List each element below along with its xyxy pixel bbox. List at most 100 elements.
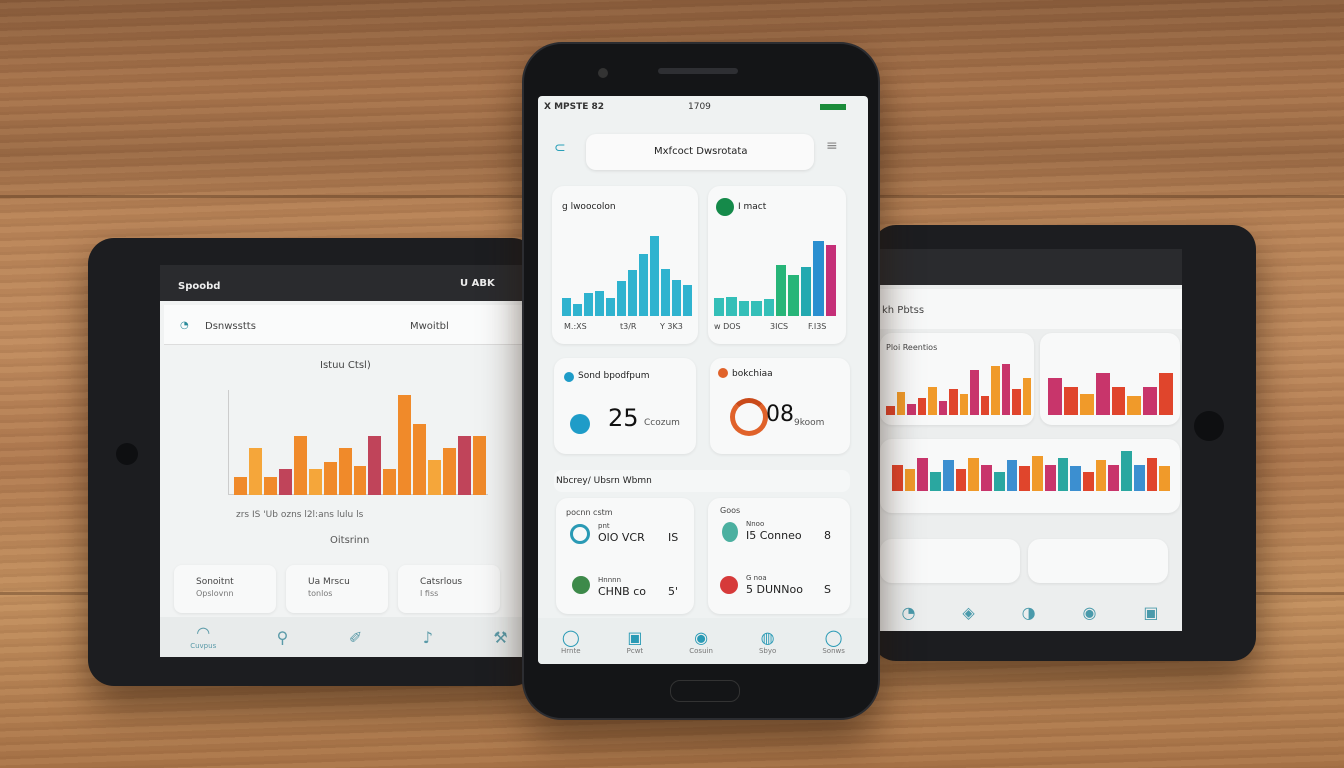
summary-tile[interactable] bbox=[286, 565, 388, 613]
summary-tile[interactable] bbox=[398, 565, 500, 613]
item-value: 5' bbox=[668, 585, 679, 598]
nav-item-1[interactable]: ▣ Pcwt bbox=[627, 628, 644, 655]
nav-people-icon[interactable]: ⚲ bbox=[276, 627, 289, 647]
bar bbox=[825, 244, 837, 316]
app-title: Spoobd bbox=[178, 281, 221, 292]
bar bbox=[886, 405, 895, 415]
status-dot-icon bbox=[716, 198, 734, 216]
x-label: Y 3K3 bbox=[660, 322, 683, 331]
bar bbox=[1032, 455, 1043, 491]
bar bbox=[639, 254, 648, 316]
back-icon[interactable]: ⊂ bbox=[554, 140, 566, 156]
nav-icon[interactable]: ◉ bbox=[1082, 603, 1097, 622]
stat-value: 08 bbox=[766, 402, 794, 427]
item-name[interactable]: CHNB co bbox=[598, 585, 647, 598]
nav-item-2[interactable]: ◉ Cosuin bbox=[689, 628, 713, 655]
bar-chart-1 bbox=[562, 236, 692, 316]
bar bbox=[751, 301, 762, 316]
stat-card-1[interactable] bbox=[554, 358, 696, 454]
title-bar bbox=[586, 134, 814, 170]
bar bbox=[628, 269, 637, 316]
bar bbox=[683, 285, 692, 316]
bar bbox=[1019, 466, 1031, 491]
bar bbox=[1001, 363, 1010, 415]
item-name[interactable]: OlO VCR bbox=[598, 531, 645, 544]
bar bbox=[714, 298, 725, 316]
gauge-icon bbox=[730, 398, 768, 436]
stat-title: Sond bpodfpum bbox=[578, 371, 650, 381]
bar bbox=[993, 471, 1005, 491]
bar bbox=[1006, 460, 1018, 491]
bar bbox=[1121, 451, 1132, 491]
card-title: Ploi Reentios bbox=[886, 343, 938, 352]
item-name[interactable]: I5 Conneo bbox=[746, 529, 802, 542]
nav-bell-icon[interactable]: ♪ bbox=[422, 627, 433, 647]
right-tablet: kh Pbtss Ploi Reentios ◔ ◈ ◑ ◉ ▣ bbox=[872, 225, 1256, 661]
stat-icon bbox=[718, 368, 728, 378]
stat-value: 25 bbox=[608, 404, 639, 432]
item-value: IS bbox=[668, 531, 679, 544]
tile-sub: tonlos bbox=[308, 589, 333, 598]
x-label: 3ICS bbox=[770, 322, 789, 331]
bar bbox=[1083, 471, 1094, 491]
nav-item-3[interactable]: ◍ Sbyo bbox=[759, 628, 776, 655]
home-button[interactable] bbox=[1194, 411, 1224, 441]
chart-card-1[interactable] bbox=[552, 186, 698, 344]
nav-label: Cosuin bbox=[689, 646, 713, 655]
status-icons: U ABK bbox=[460, 278, 495, 289]
menu-icon[interactable]: ≡ bbox=[826, 138, 838, 154]
nav-chart-icon[interactable]: ✐ bbox=[348, 627, 363, 647]
bar bbox=[1048, 377, 1062, 415]
section-title: Nbcrey/ Ubsrn Wbmn bbox=[556, 476, 652, 486]
nav-icon: ◯ bbox=[561, 627, 580, 647]
bar bbox=[278, 469, 292, 495]
bar-chart bbox=[892, 447, 1171, 491]
nav-item-0[interactable]: ◯ Hrnte bbox=[561, 628, 581, 655]
nav-item-home[interactable]: ◠ Cuvpus bbox=[190, 624, 216, 650]
stat-icon bbox=[564, 372, 574, 382]
bar bbox=[573, 303, 582, 316]
tile-title: Ua Mrscu bbox=[308, 577, 350, 587]
home-button[interactable] bbox=[116, 443, 138, 465]
bar bbox=[970, 370, 979, 415]
bar bbox=[1146, 457, 1158, 491]
item-sub: G noa bbox=[746, 574, 767, 582]
bar bbox=[1133, 464, 1145, 491]
bar bbox=[1044, 464, 1056, 491]
bar bbox=[917, 457, 929, 491]
bar bbox=[338, 447, 352, 495]
list-title: Goos bbox=[720, 506, 741, 515]
battery-icon bbox=[820, 104, 846, 110]
nav-icon[interactable]: ◔ bbox=[901, 603, 916, 622]
bar bbox=[955, 469, 967, 491]
bottom-nav: ◔ ◈ ◑ ◉ ▣ bbox=[878, 594, 1182, 631]
left-tablet-screen: Spoobd U ABK ◔ Dsnwsstts Mwoitbl Istuu C… bbox=[160, 265, 538, 657]
nav-icon[interactable]: ◈ bbox=[962, 603, 975, 622]
nav-icon: ▣ bbox=[627, 627, 643, 647]
nav-label: Sbyo bbox=[758, 646, 777, 655]
right-tablet-screen: kh Pbtss Ploi Reentios ◔ ◈ ◑ ◉ ▣ bbox=[878, 249, 1182, 631]
bar bbox=[383, 469, 397, 495]
item-name[interactable]: 5 DUNNoo bbox=[746, 583, 803, 596]
bar bbox=[942, 460, 954, 491]
bar bbox=[788, 274, 799, 316]
bar bbox=[800, 266, 812, 316]
home-button[interactable] bbox=[670, 680, 740, 702]
bar bbox=[595, 291, 604, 316]
bar bbox=[738, 301, 750, 316]
nav-icon[interactable]: ◑ bbox=[1021, 603, 1036, 622]
x-label: t3/R bbox=[620, 322, 637, 331]
nav-item-4[interactable]: ◯ Sonws bbox=[822, 628, 845, 655]
menu-icon[interactable]: ◔ bbox=[180, 320, 189, 331]
item-icon bbox=[572, 576, 590, 594]
bar bbox=[1095, 460, 1107, 491]
nav-icon[interactable]: ▣ bbox=[1143, 603, 1159, 622]
bar bbox=[904, 469, 916, 491]
phone-screen: X MPSTE 82 1709 ⊂ Mxfcoct Dwsrotata ≡ g … bbox=[538, 96, 868, 664]
bar bbox=[1095, 373, 1110, 415]
summary-tile[interactable] bbox=[174, 565, 276, 613]
nav-settings-icon[interactable]: ⚒ bbox=[493, 627, 508, 647]
bar bbox=[413, 424, 427, 495]
bar-chart bbox=[1048, 359, 1173, 415]
bar bbox=[293, 436, 307, 495]
